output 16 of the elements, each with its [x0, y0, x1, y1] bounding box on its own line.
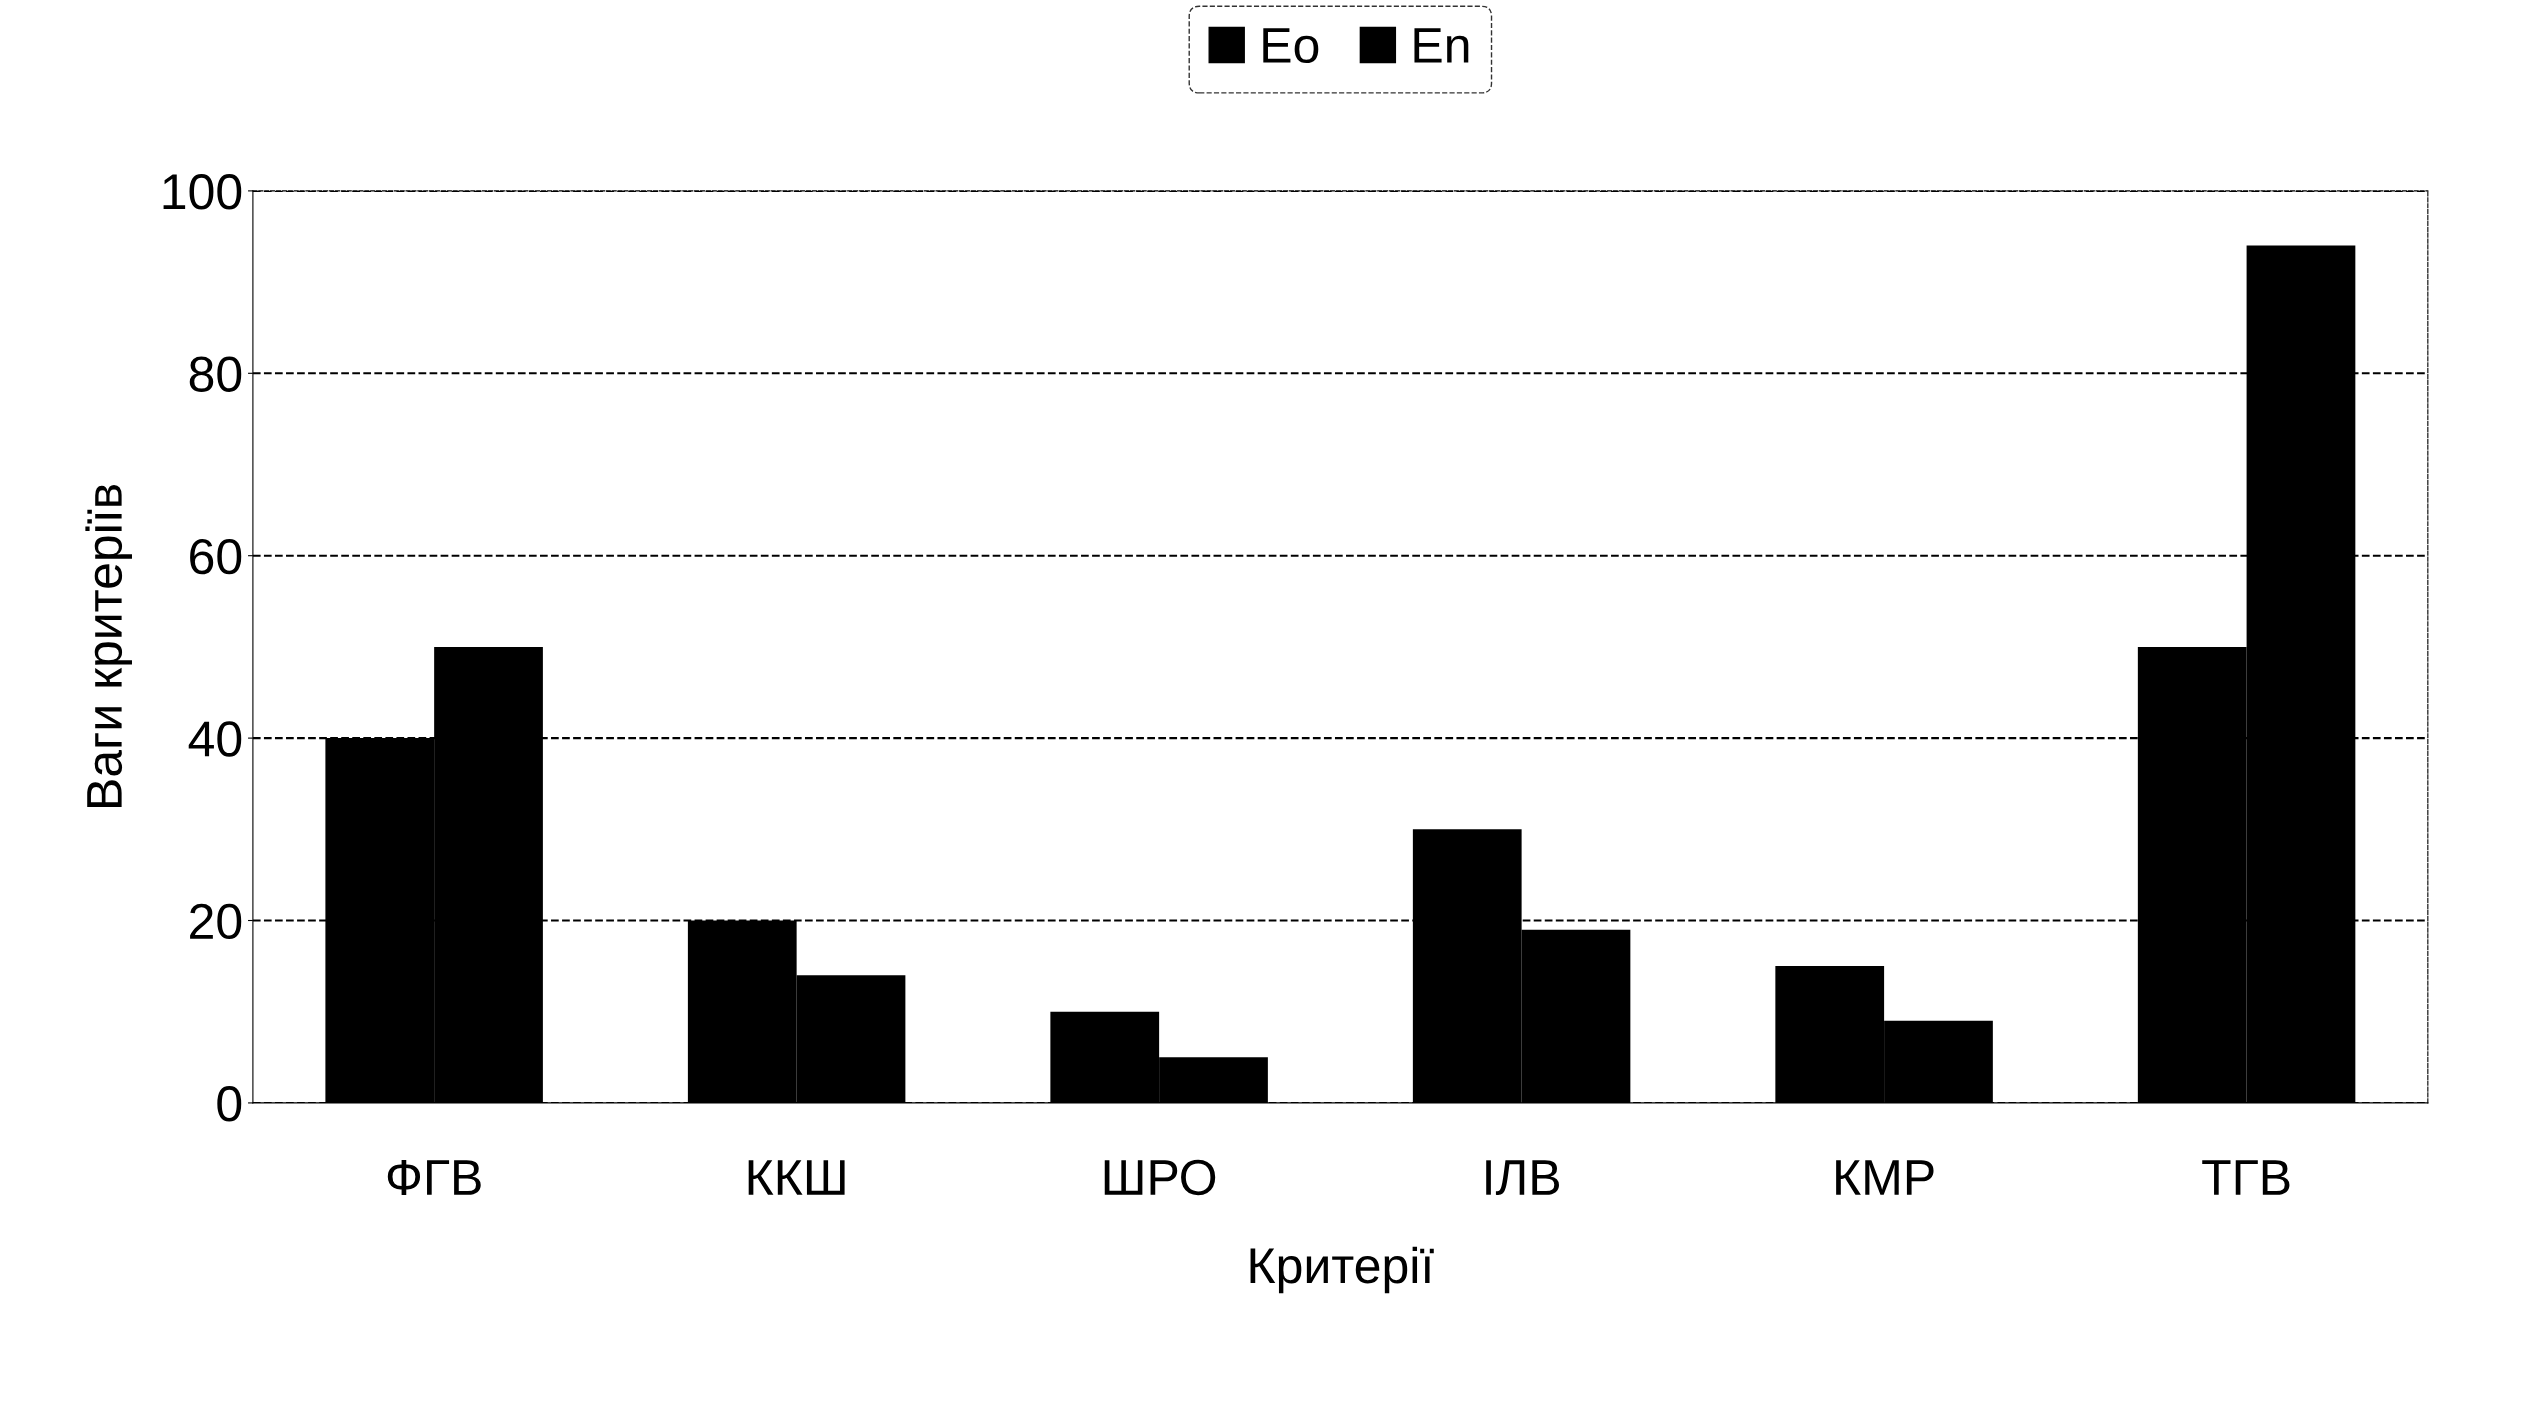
x-tick-label: ІЛВ [1486, 1160, 1559, 1196]
x-axis-title: Критерії [1250, 1246, 1434, 1294]
x-tick-label: КМР [1836, 1160, 1934, 1195]
y-tick-label: 100 [163, 174, 242, 210]
y-tick-label: 0 [217, 1086, 242, 1122]
x-tick-label: ФГВ [387, 1160, 481, 1195]
x-tick-label: ККШ [748, 1160, 845, 1195]
x-tick-label: ТГВ [2202, 1160, 2290, 1195]
y-tick-label: 20 [190, 903, 242, 940]
y-tick-label: 80 [189, 356, 242, 392]
y-tick-label: 40 [188, 721, 242, 757]
x-tick-label: ШРО [1104, 1159, 1216, 1196]
y-axis-title: Ваги критеріїв [85, 484, 132, 807]
y-tick-label: 60 [190, 538, 242, 575]
legend-label: En [1414, 28, 1469, 63]
legend-label: Eo [1263, 28, 1319, 64]
